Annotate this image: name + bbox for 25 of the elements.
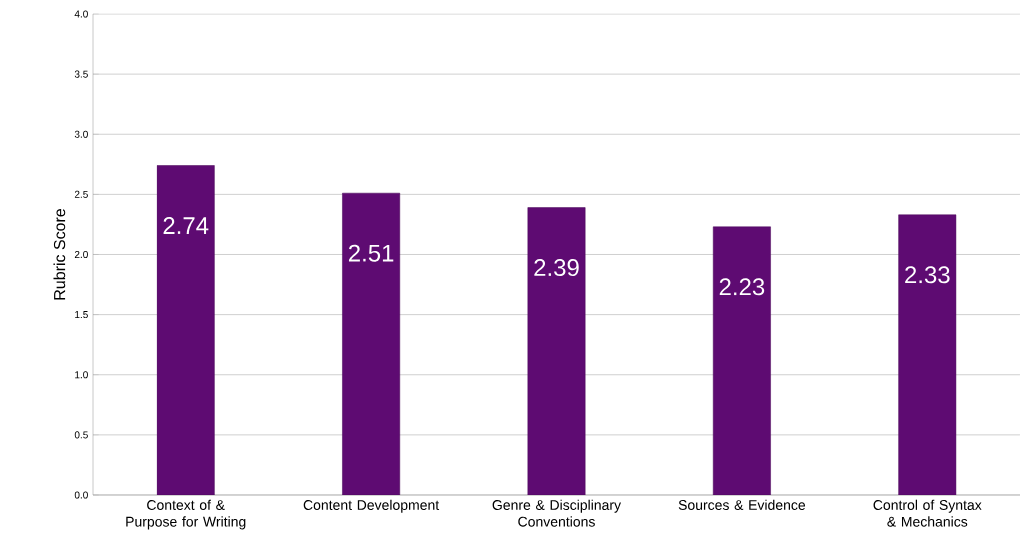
y-tick-label: 1.5 <box>75 311 88 319</box>
data-label: 2.39 <box>534 259 579 277</box>
bar <box>712 226 771 495</box>
bar <box>527 207 586 495</box>
x-tick-label: Content Development <box>303 499 440 513</box>
y-tick-label: 2.5 <box>74 190 88 198</box>
y-tick-label: 3.0 <box>74 130 88 138</box>
y-tick-label: 2.0 <box>74 250 88 259</box>
data-label: 2.51 <box>348 244 394 262</box>
bar <box>898 214 957 495</box>
x-tick-label: Sources & Evidence <box>678 499 806 510</box>
data-label: 2.33 <box>905 266 950 284</box>
x-tick-label: Context of & Purpose for Writing <box>126 499 246 530</box>
bar <box>156 165 215 495</box>
y-tick-label: 4.0 <box>74 10 88 18</box>
y-tick-label: 1.0 <box>75 371 88 379</box>
data-label: 2.74 <box>163 217 209 234</box>
x-tick-label: Genre & Disciplinary Conventions <box>492 499 622 527</box>
x-tick-label: Control of Syntax & Mechanics <box>873 499 982 527</box>
data-label: 2.23 <box>719 278 765 296</box>
y-tick-label: 0.0 <box>74 491 88 499</box>
bar <box>342 192 401 495</box>
y-tick-label: 3.5 <box>74 70 88 78</box>
y-axis-title: Rubric Score <box>53 209 66 300</box>
y-tick-label: 0.5 <box>74 431 88 439</box>
